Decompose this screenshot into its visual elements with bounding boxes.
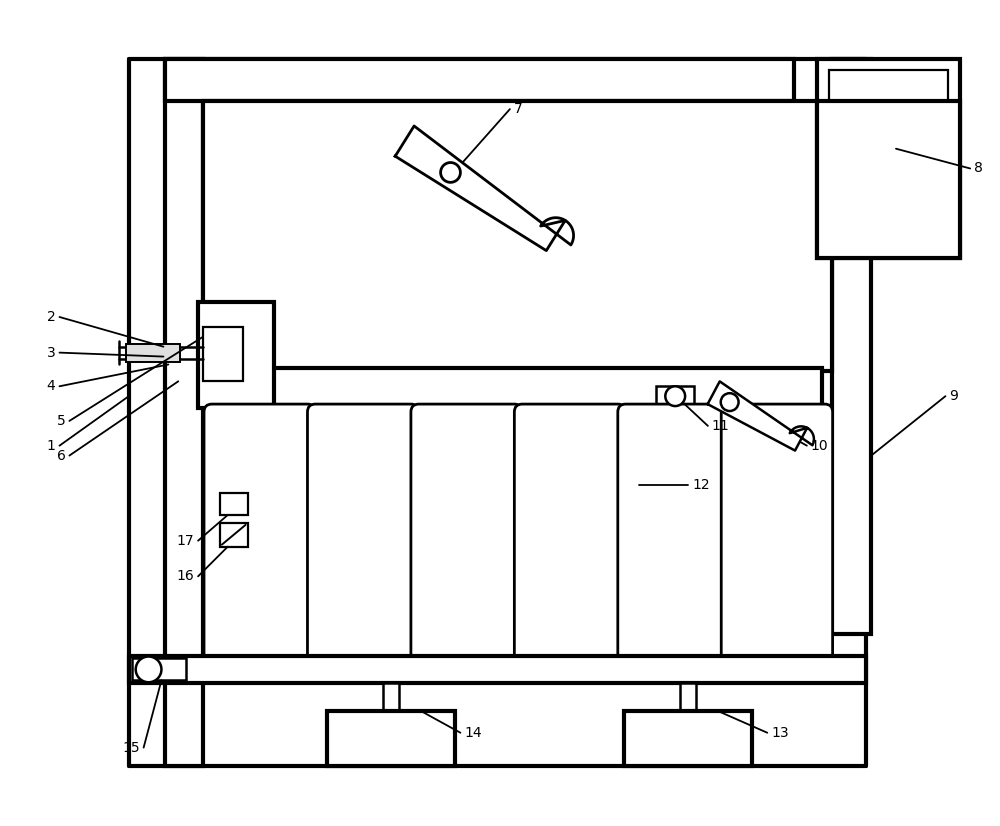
FancyBboxPatch shape	[514, 404, 626, 667]
Text: 11: 11	[712, 419, 730, 433]
Text: 17: 17	[176, 534, 194, 548]
Text: 4: 4	[47, 379, 56, 393]
Text: 7: 7	[514, 102, 523, 116]
Bar	[829, 70, 948, 245]
Text: 1: 1	[47, 439, 56, 453]
Bar	[327, 711, 455, 767]
Bar	[132, 658, 186, 681]
Text: 10: 10	[811, 439, 828, 453]
FancyBboxPatch shape	[721, 404, 833, 667]
Bar	[817, 59, 960, 258]
FancyBboxPatch shape	[204, 404, 315, 667]
Bar	[203, 327, 243, 382]
Text: 3: 3	[47, 345, 56, 359]
Text: 8: 8	[974, 162, 983, 175]
Polygon shape	[395, 126, 574, 250]
FancyBboxPatch shape	[411, 404, 522, 667]
Polygon shape	[708, 382, 814, 450]
FancyBboxPatch shape	[618, 404, 729, 667]
Text: 12: 12	[692, 478, 710, 492]
Text: 15: 15	[122, 741, 140, 755]
Text: 16: 16	[176, 569, 194, 583]
Text: 14: 14	[464, 726, 482, 740]
FancyBboxPatch shape	[307, 404, 419, 667]
Circle shape	[665, 387, 685, 406]
Bar	[165, 59, 203, 767]
Bar	[165, 59, 794, 101]
Bar	[220, 493, 248, 515]
Bar	[383, 683, 399, 711]
Bar	[126, 344, 180, 362]
Circle shape	[441, 163, 460, 183]
Text: 2: 2	[47, 310, 56, 324]
Bar	[817, 101, 960, 258]
Text: 9: 9	[949, 389, 958, 403]
Bar	[220, 523, 248, 547]
Bar	[624, 711, 752, 767]
Bar	[680, 683, 696, 711]
Text: 5: 5	[57, 414, 65, 428]
Bar	[832, 59, 871, 634]
Bar	[198, 302, 274, 408]
Circle shape	[721, 393, 739, 411]
Circle shape	[136, 657, 161, 682]
Text: 13: 13	[771, 726, 789, 740]
Bar	[203, 368, 822, 408]
Bar	[129, 656, 866, 683]
Text: 6: 6	[57, 449, 65, 463]
Bar	[203, 101, 832, 372]
Bar	[656, 387, 694, 406]
